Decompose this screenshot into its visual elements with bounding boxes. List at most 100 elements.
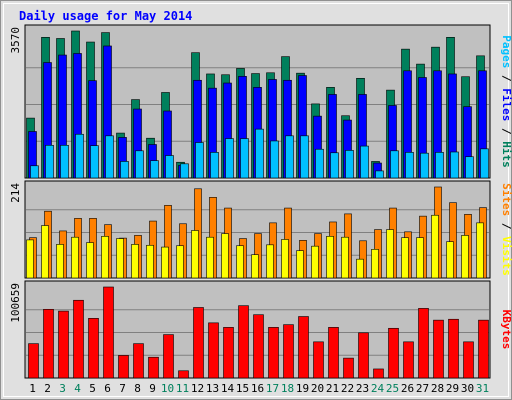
x-tick-label: 18: [281, 382, 294, 395]
panel-max-label: 3570: [9, 27, 22, 54]
x-tick-label: 21: [326, 382, 339, 395]
bar-kbytes-28: [433, 319, 444, 379]
x-tick-label: 29: [446, 382, 459, 395]
bar-sites-1: [26, 239, 34, 279]
bar-kbytes-2: [43, 308, 54, 379]
bar-kbytes-1: [28, 343, 39, 379]
bar-kbytes-24: [373, 368, 384, 379]
x-tick-label: 23: [356, 382, 369, 395]
bar-pages-28: [435, 152, 444, 179]
bar-pages-18: [285, 135, 294, 179]
bar-kbytes-7: [118, 355, 129, 379]
bar-sites-23: [356, 258, 364, 279]
bar-kbytes-19: [298, 316, 309, 379]
bar-kbytes-23: [358, 332, 369, 379]
x-tick-label: 28: [431, 382, 444, 395]
bar-pages-17: [270, 140, 279, 179]
x-axis-labels: 1 2 3 4 5 6 7 8 9 10 11 12 13 14 15 16 17 18 19 20 21 22 23 24 2…: [29, 382, 489, 395]
bar-sites-25: [386, 229, 394, 279]
bar-sites-22: [341, 236, 349, 279]
bar-kbytes-9: [148, 356, 159, 379]
x-tick-label: 4: [74, 382, 81, 395]
bar-sites-9: [146, 244, 154, 279]
x-tick-label: 2: [44, 382, 51, 395]
bar-sites-4: [71, 236, 79, 279]
x-tick-label: 1: [29, 382, 36, 395]
x-tick-label: 30: [461, 382, 474, 395]
x-tick-label: 20: [311, 382, 324, 395]
bar-kbytes-26: [403, 341, 414, 379]
legend-part: Sites: [500, 183, 512, 216]
bar-sites-18: [281, 239, 289, 279]
chart-panels: 3570 Pages / Files / Hits 214 Sites / Visit…: [9, 24, 512, 379]
bar-pages-1: [30, 165, 39, 179]
bar-kbytes-15: [238, 305, 249, 379]
bar-kbytes-31: [478, 319, 489, 379]
chart-title: Daily usage for May 2014: [19, 9, 192, 23]
bar-pages-24: [375, 170, 384, 179]
bar-kbytes-25: [388, 327, 399, 379]
bar-pages-14: [225, 138, 234, 179]
bar-pages-3: [60, 144, 69, 179]
bar-sites-21: [326, 236, 334, 279]
x-tick-label: 12: [191, 382, 204, 395]
legend-part: Hits: [500, 141, 512, 168]
bar-pages-25: [390, 150, 399, 179]
x-tick-label: 17: [266, 382, 279, 395]
bar-kbytes-30: [463, 341, 474, 379]
bar-sites-12: [191, 230, 199, 279]
bar-kbytes-12: [193, 307, 204, 379]
bar-sites-24: [371, 249, 379, 279]
bar-sites-5: [86, 242, 94, 279]
x-tick-label: 11: [176, 382, 189, 395]
bar-pages-2: [45, 144, 54, 179]
panel-max-label: 214: [9, 183, 22, 203]
bar-pages-23: [360, 145, 369, 179]
bar-pages-11: [180, 163, 189, 179]
bar-kbytes-22: [343, 357, 354, 379]
x-tick-label: 6: [104, 382, 111, 395]
bar-kbytes-20: [313, 341, 324, 379]
bar-pages-19: [300, 135, 309, 179]
bar-sites-17: [266, 244, 274, 279]
bar-sites-7: [116, 238, 124, 279]
bar-pages-30: [465, 156, 474, 179]
bar-pages-4: [75, 133, 84, 179]
x-tick-label: 16: [251, 382, 264, 395]
bar-sites-26: [401, 237, 409, 279]
bar-sites-8: [131, 244, 139, 279]
x-tick-label: 22: [341, 382, 354, 395]
bar-pages-29: [450, 151, 459, 179]
panel-right-legend: KBytes: [500, 310, 512, 350]
bar-kbytes-16: [253, 314, 264, 379]
bar-kbytes-14: [223, 327, 234, 379]
bar-sites-6: [101, 236, 109, 279]
bar-pages-6: [105, 135, 114, 179]
chart-inner-border: [3, 3, 509, 397]
bar-pages-7: [120, 161, 129, 179]
bar-pages-31: [480, 148, 489, 179]
bar-kbytes-21: [328, 327, 339, 379]
bar-sites-16: [251, 254, 259, 279]
x-tick-label: 14: [221, 382, 235, 395]
legend-part: /: [500, 68, 512, 88]
x-tick-label: 27: [416, 382, 429, 395]
bar-kbytes-3: [58, 310, 69, 379]
x-tick-label: 24: [371, 382, 385, 395]
bar-pages-10: [165, 155, 174, 179]
bar-sites-28: [431, 214, 439, 279]
x-tick-label: 25: [386, 382, 399, 395]
x-tick-label: 15: [236, 382, 249, 395]
bar-sites-19: [296, 250, 304, 279]
x-tick-label: 31: [476, 382, 489, 395]
bar-kbytes-11: [178, 370, 189, 379]
panel-max-label: 100659: [9, 283, 22, 323]
bar-kbytes-17: [268, 327, 279, 379]
bar-pages-21: [330, 152, 339, 179]
bar-kbytes-18: [283, 324, 294, 379]
panel-kbytes: 100659 KBytes: [9, 280, 512, 379]
x-tick-label: 7: [119, 382, 126, 395]
x-tick-label: 8: [134, 382, 141, 395]
bar-kbytes-27: [418, 308, 429, 379]
